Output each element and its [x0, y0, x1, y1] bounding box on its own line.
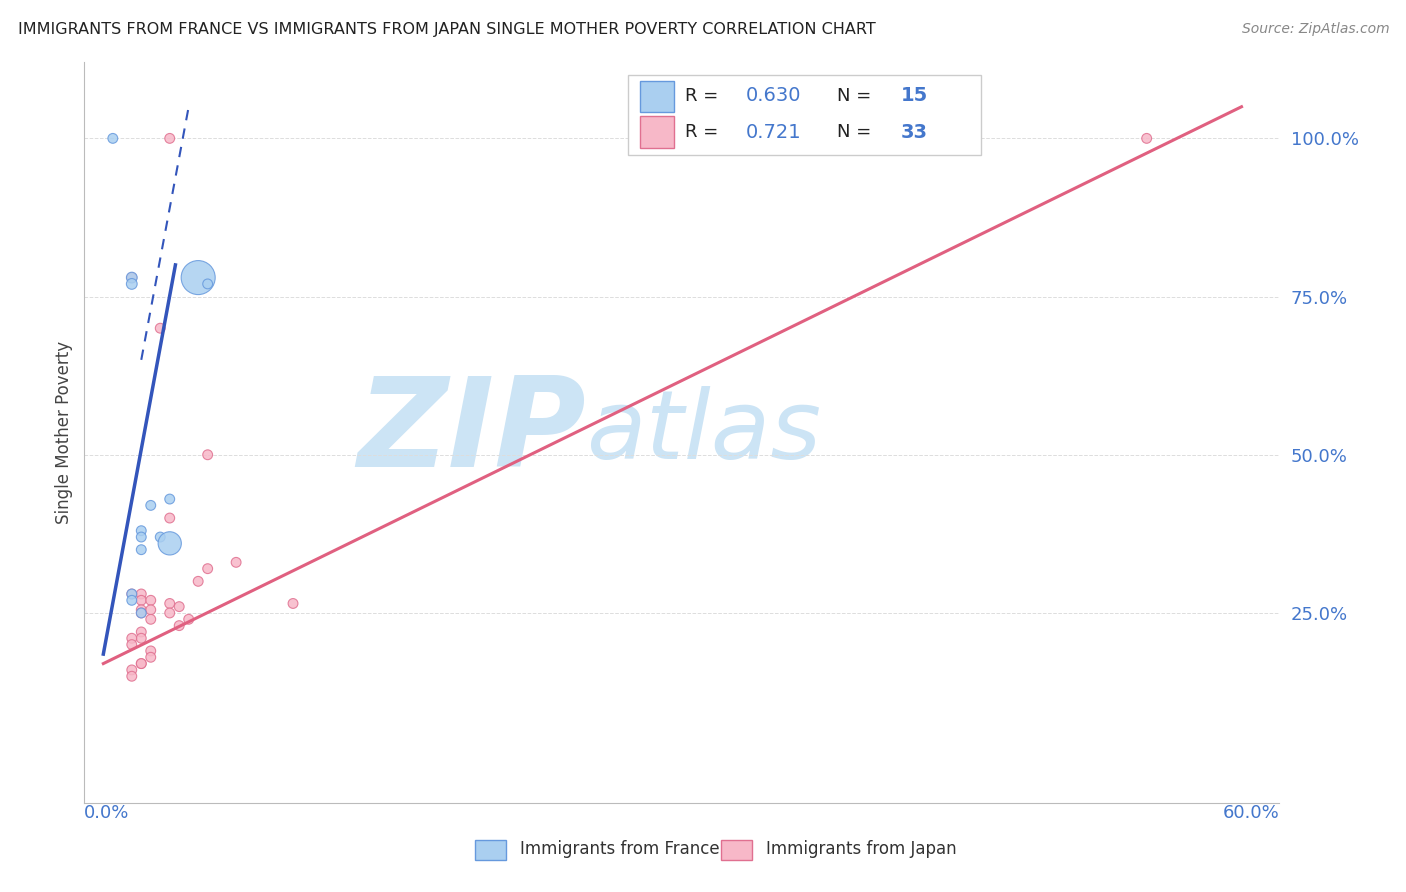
FancyBboxPatch shape: [640, 81, 673, 112]
Point: [197, 277, 219, 291]
Point: [129, 587, 152, 601]
Text: Immigrants from France: Immigrants from France: [520, 840, 720, 858]
Point: [1136, 131, 1159, 145]
Point: [177, 612, 200, 626]
Point: [159, 606, 181, 620]
Point: [159, 597, 181, 611]
Y-axis label: Single Mother Poverty: Single Mother Poverty: [55, 341, 73, 524]
Text: N =: N =: [838, 87, 877, 104]
Point: [129, 624, 152, 639]
Point: [187, 574, 209, 589]
Point: [139, 644, 162, 658]
Text: N =: N =: [838, 123, 877, 141]
Point: [121, 277, 143, 291]
FancyBboxPatch shape: [640, 117, 673, 147]
Point: [139, 612, 162, 626]
Point: [159, 491, 181, 506]
Text: 0.630: 0.630: [745, 87, 801, 105]
Point: [121, 663, 143, 677]
Point: [129, 606, 152, 620]
Point: [167, 618, 190, 632]
Text: IMMIGRANTS FROM FRANCE VS IMMIGRANTS FROM JAPAN SINGLE MOTHER POVERTY CORRELATIO: IMMIGRANTS FROM FRANCE VS IMMIGRANTS FRO…: [18, 22, 876, 37]
Point: [149, 530, 172, 544]
Point: [121, 669, 143, 683]
Point: [129, 657, 152, 671]
Point: [139, 650, 162, 665]
Point: [159, 131, 181, 145]
Text: atlas: atlas: [586, 386, 821, 479]
Point: [129, 542, 152, 557]
Point: [121, 270, 143, 285]
Point: [129, 632, 152, 646]
Point: [197, 448, 219, 462]
Text: Source: ZipAtlas.com: Source: ZipAtlas.com: [1241, 22, 1389, 37]
Point: [121, 587, 143, 601]
Point: [129, 593, 152, 607]
Text: ZIP: ZIP: [357, 372, 586, 493]
Point: [139, 603, 162, 617]
Point: [139, 499, 162, 513]
Point: [167, 599, 190, 614]
Point: [129, 524, 152, 538]
Point: [225, 555, 247, 569]
Text: R =: R =: [686, 87, 724, 104]
FancyBboxPatch shape: [628, 75, 981, 155]
Point: [101, 131, 124, 145]
Point: [129, 606, 152, 620]
Point: [159, 536, 181, 550]
Point: [159, 511, 181, 525]
Point: [121, 638, 143, 652]
Text: R =: R =: [686, 123, 724, 141]
Point: [129, 603, 152, 617]
Point: [121, 632, 143, 646]
Text: 0.0%: 0.0%: [84, 804, 129, 822]
Point: [139, 593, 162, 607]
Point: [121, 593, 143, 607]
Point: [129, 657, 152, 671]
Point: [281, 597, 304, 611]
Point: [187, 270, 209, 285]
Point: [121, 587, 143, 601]
Text: Immigrants from Japan: Immigrants from Japan: [766, 840, 957, 858]
Text: 33: 33: [901, 122, 928, 142]
Point: [129, 530, 152, 544]
Point: [149, 321, 172, 335]
Point: [197, 562, 219, 576]
Text: 15: 15: [901, 87, 928, 105]
Point: [121, 270, 143, 285]
Text: 0.721: 0.721: [745, 122, 801, 142]
Text: 60.0%: 60.0%: [1223, 804, 1279, 822]
